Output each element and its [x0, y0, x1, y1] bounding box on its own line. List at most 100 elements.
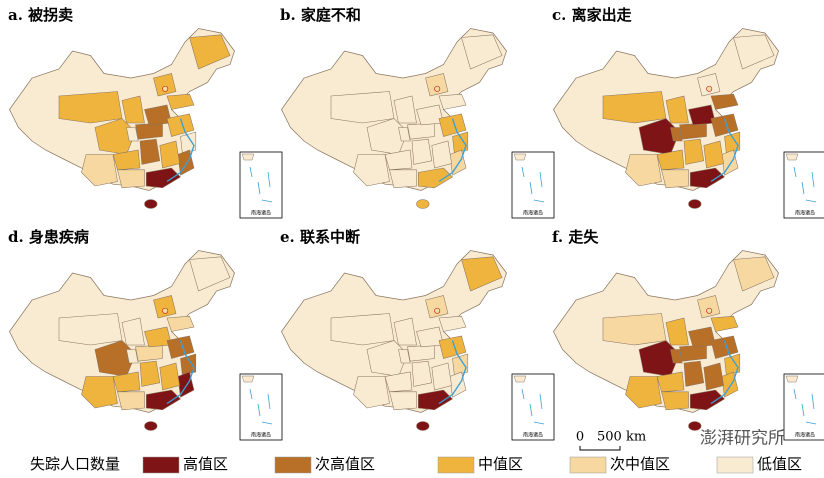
province: [452, 353, 469, 376]
hainan: [144, 199, 158, 209]
coast: [710, 118, 739, 183]
province: [146, 389, 181, 411]
province: [366, 118, 408, 155]
province: [189, 256, 231, 292]
legend-label: 低值区: [757, 455, 802, 473]
province: [153, 295, 177, 319]
province: [330, 313, 395, 346]
province: [638, 118, 680, 155]
province: [438, 315, 467, 332]
legend-label: 次高值区: [315, 455, 375, 473]
inset: 南海诸岛: [239, 373, 283, 441]
scale-end: 500 km: [597, 430, 646, 445]
inset: 南海诸岛: [239, 151, 283, 219]
province: [690, 389, 725, 411]
province: [166, 335, 195, 359]
province: [625, 154, 662, 187]
province: [384, 371, 413, 393]
province: [703, 362, 724, 391]
panel-title: d. 身患疾病: [8, 228, 89, 246]
province: [425, 295, 449, 319]
province: [166, 315, 195, 332]
province: [625, 376, 662, 409]
province: [411, 138, 433, 165]
coast: [710, 340, 739, 405]
province: [135, 344, 163, 362]
province: [665, 95, 689, 124]
province: [117, 169, 145, 189]
legend-title: 失踪人口数量: [30, 455, 120, 473]
coast: [438, 118, 467, 183]
legend-swatch: [716, 456, 754, 474]
province: [665, 317, 689, 346]
province: [431, 140, 452, 169]
inset-frame: [239, 373, 283, 441]
province: [146, 167, 181, 189]
legend-swatch: [569, 456, 607, 474]
province: [81, 154, 118, 187]
scale-start: 0: [576, 430, 584, 445]
province: [159, 362, 180, 391]
province: [683, 138, 705, 165]
china-map: [553, 28, 779, 209]
province: [166, 93, 195, 110]
province: [697, 73, 721, 97]
province: [656, 371, 685, 393]
inset-line: [521, 388, 545, 425]
province: [710, 335, 739, 359]
province: [112, 149, 141, 171]
panel-title: e. 联系中断: [280, 228, 360, 246]
province: [384, 149, 413, 171]
province: [679, 344, 707, 362]
province: [656, 149, 685, 171]
province: [126, 127, 139, 142]
scale-bar: 0 500 km: [576, 430, 646, 451]
inset-line: [249, 166, 273, 203]
china-map: [9, 250, 235, 431]
beijing: [434, 85, 441, 92]
inset-label: 南海诸岛: [795, 432, 815, 439]
province: [398, 127, 411, 142]
legend-swatch: [274, 456, 312, 474]
province: [703, 140, 724, 169]
china-map: [9, 28, 235, 209]
inset-line: [521, 166, 545, 203]
coast: [166, 118, 195, 183]
inset-coast: [785, 153, 799, 161]
province: [58, 313, 123, 346]
province: [602, 91, 667, 124]
province: [166, 113, 195, 137]
inset-label: 南海诸岛: [251, 432, 271, 439]
province: [393, 95, 417, 124]
inset-frame: [511, 373, 555, 441]
inset-frame: [783, 373, 824, 441]
legend-label: 高值区: [183, 455, 228, 473]
province: [461, 256, 503, 292]
province: [353, 154, 390, 187]
china-map: [281, 28, 507, 209]
province: [724, 131, 741, 154]
panel-title: f. 走失: [552, 228, 599, 246]
province: [121, 95, 145, 124]
legend-label: 次中值区: [610, 455, 670, 473]
province: [121, 317, 145, 346]
panel-title: c. 离家出走: [552, 6, 632, 24]
hainan: [688, 421, 702, 431]
province: [683, 360, 705, 387]
inset-label: 南海诸岛: [523, 432, 543, 439]
province: [710, 315, 739, 332]
hainan: [688, 199, 702, 209]
province: [398, 349, 411, 364]
china-map: [553, 250, 779, 431]
province: [389, 391, 417, 411]
inset-label: 南海诸岛: [795, 210, 815, 217]
inset-coast: [513, 153, 527, 161]
inset: 南海诸岛: [783, 373, 824, 441]
province: [431, 362, 452, 391]
province: [425, 73, 449, 97]
province: [189, 34, 231, 70]
china-map: [281, 250, 507, 431]
province: [58, 91, 123, 124]
